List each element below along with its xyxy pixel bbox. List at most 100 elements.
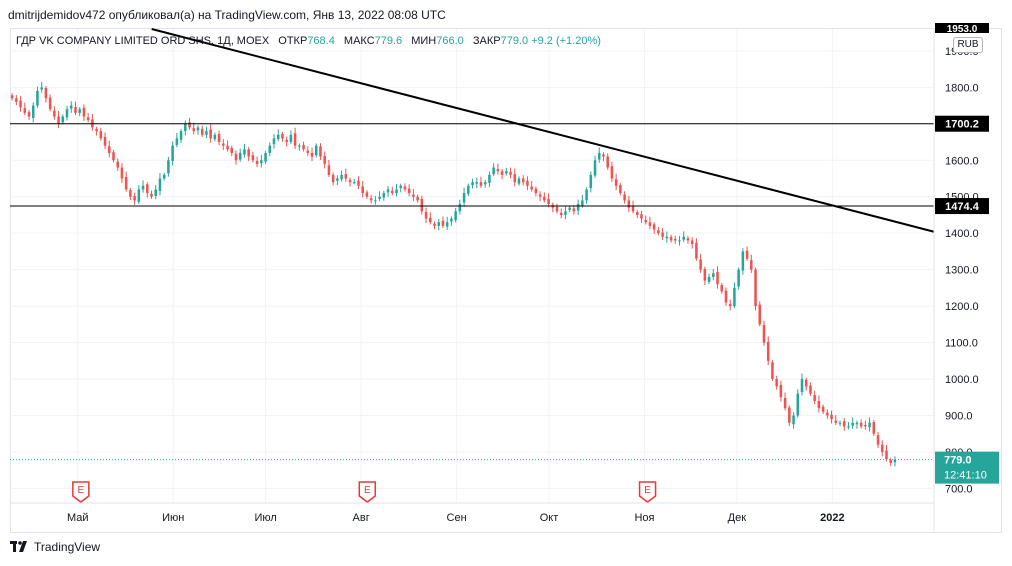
candle bbox=[593, 155, 597, 178]
candle-body bbox=[196, 127, 200, 131]
candle bbox=[268, 142, 272, 157]
candle bbox=[614, 173, 618, 191]
candle-body bbox=[99, 131, 103, 139]
candle bbox=[116, 158, 119, 171]
candle-body bbox=[361, 186, 364, 194]
candle-body bbox=[352, 182, 356, 184]
candle bbox=[302, 141, 305, 152]
tradingview-logo[interactable]: TradingView bbox=[10, 540, 100, 554]
candle-body bbox=[665, 236, 669, 239]
candle bbox=[450, 216, 453, 226]
price-tick-label: 900.0 bbox=[945, 410, 973, 422]
candle-body bbox=[804, 379, 808, 387]
candle bbox=[27, 109, 31, 120]
candle bbox=[310, 147, 314, 161]
candle-body bbox=[209, 129, 212, 139]
candle-body bbox=[842, 421, 846, 427]
candle-body bbox=[623, 194, 626, 201]
candle bbox=[716, 266, 719, 289]
countdown-label: 12:41:10 bbox=[944, 470, 987, 482]
candle-body bbox=[348, 179, 352, 183]
horizontal-levels bbox=[10, 123, 934, 461]
candle bbox=[289, 130, 293, 145]
candle bbox=[336, 175, 339, 186]
candle bbox=[859, 419, 863, 429]
level-price-label: 1700.2 bbox=[945, 119, 979, 131]
candle bbox=[53, 106, 56, 120]
currency-badge[interactable]: RUB bbox=[953, 37, 983, 53]
candle-body bbox=[674, 239, 677, 241]
candle-body bbox=[302, 144, 305, 150]
candle-body bbox=[889, 459, 892, 463]
candle bbox=[847, 422, 850, 430]
candle-body bbox=[188, 122, 191, 128]
candle-body bbox=[192, 128, 196, 132]
candle-body bbox=[699, 259, 702, 270]
candle-body bbox=[251, 155, 255, 161]
candle bbox=[298, 143, 301, 151]
time-tick-label: Июн bbox=[162, 512, 184, 524]
candle bbox=[479, 176, 483, 188]
candle-body bbox=[627, 200, 631, 208]
candle-body bbox=[682, 236, 685, 240]
candle bbox=[724, 287, 728, 306]
candle-body bbox=[217, 134, 221, 143]
candle-body bbox=[859, 422, 863, 427]
candle bbox=[652, 222, 656, 234]
candle bbox=[505, 167, 508, 176]
candle-body bbox=[213, 134, 217, 140]
candle bbox=[471, 178, 474, 189]
candle-body bbox=[420, 198, 424, 212]
candle-body bbox=[412, 194, 415, 197]
candle-body bbox=[521, 178, 525, 183]
candle-body bbox=[15, 98, 18, 102]
candle-body bbox=[391, 190, 394, 194]
candle bbox=[690, 237, 694, 249]
candle-body bbox=[635, 212, 639, 215]
candle-body bbox=[534, 188, 538, 194]
candle-body bbox=[171, 145, 174, 161]
earnings-marker bbox=[72, 481, 90, 503]
price-tick-label: 700.0 bbox=[945, 483, 973, 495]
candle bbox=[695, 238, 698, 261]
candle-body bbox=[614, 179, 618, 186]
candle bbox=[872, 419, 876, 436]
candle bbox=[323, 151, 326, 169]
candle-body bbox=[365, 192, 369, 197]
candle-body bbox=[754, 269, 757, 307]
candle bbox=[788, 405, 791, 427]
candle bbox=[272, 134, 276, 149]
candle bbox=[606, 153, 609, 170]
candle bbox=[276, 129, 280, 142]
candle-body bbox=[226, 145, 229, 150]
candle bbox=[568, 205, 571, 213]
candle bbox=[395, 183, 398, 197]
candle bbox=[129, 187, 132, 201]
candle-body bbox=[120, 167, 124, 179]
tradingview-icon bbox=[10, 541, 27, 552]
candle bbox=[513, 168, 517, 187]
candle-body bbox=[454, 211, 457, 221]
time-tick-label: Ноя bbox=[634, 512, 654, 524]
candle-body bbox=[792, 415, 795, 425]
chart-legend: ГДР VK COMPANY LIMITED ORD SHS, 1Д, MOEX… bbox=[16, 35, 601, 47]
candle bbox=[864, 420, 867, 430]
candle bbox=[885, 445, 888, 462]
candle bbox=[674, 235, 677, 244]
candle-body bbox=[864, 424, 867, 427]
candle bbox=[365, 190, 369, 199]
trendline-segment bbox=[151, 28, 935, 233]
candle bbox=[209, 124, 212, 143]
earnings-marker bbox=[638, 481, 657, 503]
candle bbox=[57, 111, 60, 129]
candle bbox=[813, 390, 816, 405]
candle-body bbox=[517, 178, 521, 184]
grid bbox=[10, 29, 934, 503]
candle-body bbox=[733, 287, 736, 307]
candle bbox=[238, 148, 242, 162]
candle-body bbox=[441, 220, 445, 226]
candle bbox=[488, 171, 491, 188]
candle-body bbox=[243, 149, 246, 155]
last-price-label: 779.0 bbox=[944, 455, 972, 467]
